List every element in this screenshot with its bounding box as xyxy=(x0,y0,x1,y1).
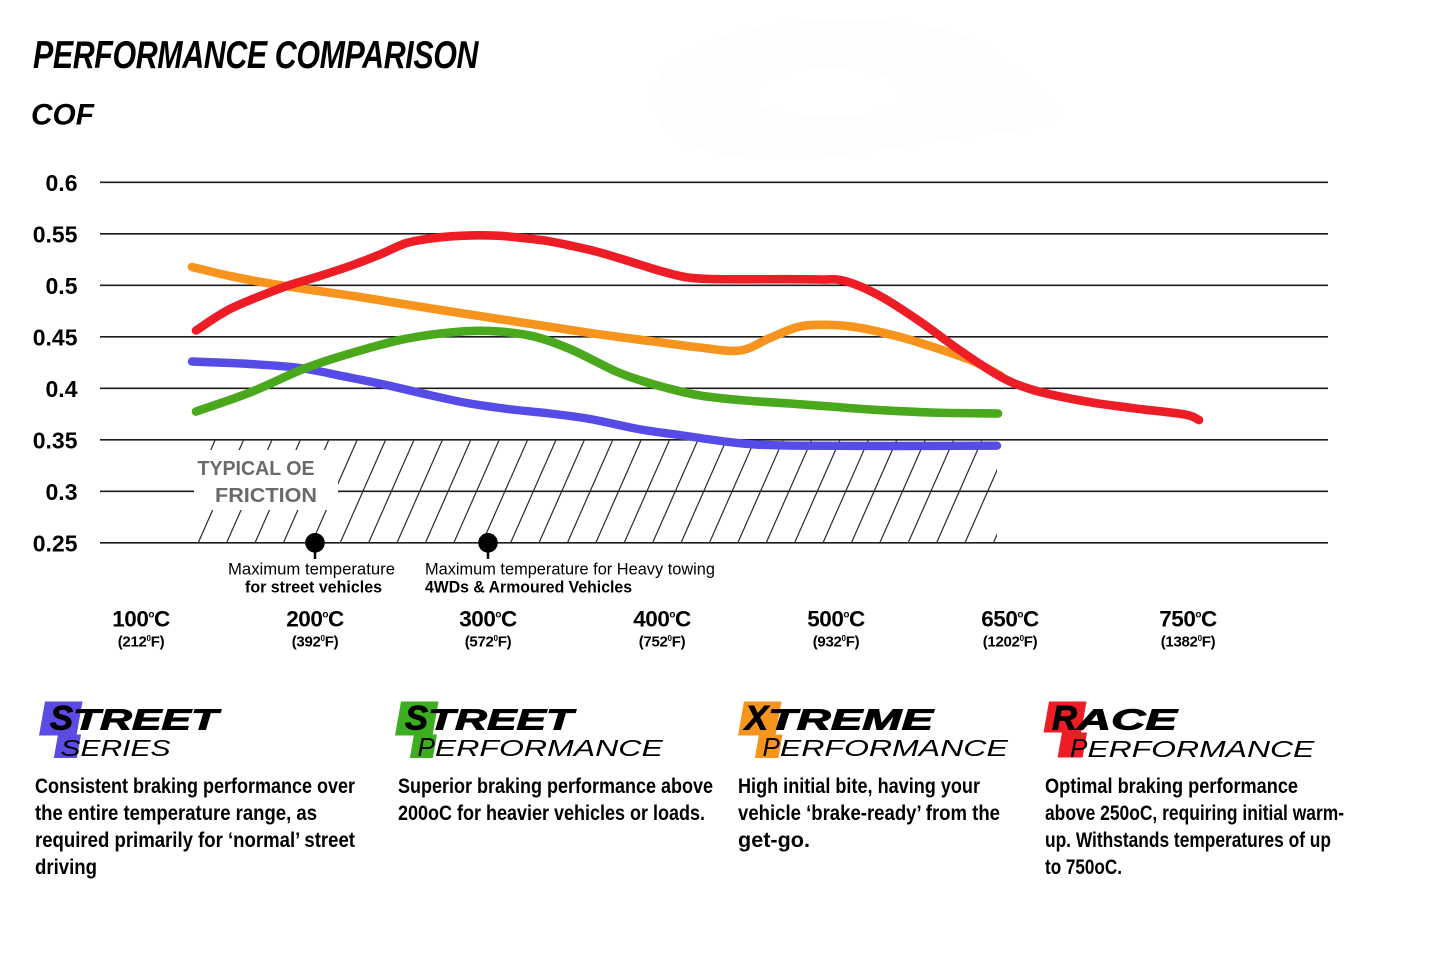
svg-text:100oC: 100oC xyxy=(112,607,170,632)
svg-text:Maximum temperature: Maximum temperature xyxy=(228,561,395,579)
svg-text:PERFORMANCE: PERFORMANCE xyxy=(418,732,664,762)
svg-text:to 750oC.: to 750oC. xyxy=(1045,856,1122,879)
svg-text:(13820F): (13820F) xyxy=(1161,634,1216,651)
svg-text:0.45: 0.45 xyxy=(33,324,78,350)
svg-text:PERFORMANCE COMPARISON: PERFORMANCE COMPARISON xyxy=(33,34,479,77)
svg-text:above 250oC, requiring initial: above 250oC, requiring initial warm- xyxy=(1045,802,1344,825)
svg-text:XTREME: XTREME xyxy=(743,700,936,738)
svg-text:0.4: 0.4 xyxy=(46,376,78,402)
svg-text:PERFORMANCE: PERFORMANCE xyxy=(1070,733,1315,763)
svg-text:SERIES: SERIES xyxy=(61,735,172,761)
svg-text:(7520F): (7520F) xyxy=(639,634,686,651)
svg-text:get-go.: get-go. xyxy=(738,829,810,852)
svg-text:4WDs & Armoured Vehicles: 4WDs & Armoured Vehicles xyxy=(425,579,632,597)
svg-text:Consistent braking performance: Consistent braking performance over xyxy=(35,775,355,798)
svg-text:Maximum temperature for Heavy: Maximum temperature for Heavy towing xyxy=(425,561,715,579)
svg-text:up. Withstands temperatures of: up. Withstands temperatures of up xyxy=(1045,829,1331,852)
svg-text:0.35: 0.35 xyxy=(33,427,78,453)
svg-text:0.3: 0.3 xyxy=(46,479,78,505)
svg-text:RACE: RACE xyxy=(1052,700,1180,738)
svg-text:(12020F): (12020F) xyxy=(983,634,1038,651)
svg-text:Optimal braking performance: Optimal braking performance xyxy=(1045,775,1298,798)
svg-text:(3920F): (3920F) xyxy=(292,634,339,651)
svg-text:200oC: 200oC xyxy=(286,607,344,632)
svg-text:500oC: 500oC xyxy=(807,607,865,632)
svg-text:driving: driving xyxy=(35,856,97,879)
svg-text:0.25: 0.25 xyxy=(33,530,78,556)
svg-text:200oC for heavier vehicles or: 200oC for heavier vehicles or loads. xyxy=(398,802,705,825)
svg-text:300oC: 300oC xyxy=(459,607,517,632)
svg-text:STREET: STREET xyxy=(405,700,576,738)
svg-text:for street vehicles: for street vehicles xyxy=(245,579,382,597)
svg-text:0.55: 0.55 xyxy=(33,221,78,247)
svg-text:(9320F): (9320F) xyxy=(813,634,860,651)
svg-text:750oC: 750oC xyxy=(1159,607,1217,632)
svg-text:0.5: 0.5 xyxy=(46,273,78,299)
svg-text:the entire temperature range,: the entire temperature range, as xyxy=(35,802,317,825)
svg-text:400oC: 400oC xyxy=(633,607,691,632)
svg-text:Superior braking performance a: Superior braking performance above xyxy=(398,775,713,798)
svg-text:vehicle ‘brake-ready’ from the: vehicle ‘brake-ready’ from the xyxy=(738,802,1000,825)
svg-text:COF: COF xyxy=(31,99,95,132)
svg-text:required primarily for ‘normal: required primarily for ‘normal’ street xyxy=(35,829,355,852)
svg-text:TYPICAL OE: TYPICAL OE xyxy=(198,457,315,480)
svg-text:(5720F): (5720F) xyxy=(465,634,512,651)
svg-text:(2120F): (2120F) xyxy=(118,634,165,651)
svg-text:0.6: 0.6 xyxy=(46,170,78,196)
svg-text:High initial bite, having your: High initial bite, having your xyxy=(738,775,980,798)
svg-text:FRICTION: FRICTION xyxy=(215,484,317,507)
svg-text:PERFORMANCE: PERFORMANCE xyxy=(763,732,1009,762)
svg-text:STREET: STREET xyxy=(50,700,221,738)
svg-text:650oC: 650oC xyxy=(981,607,1039,632)
